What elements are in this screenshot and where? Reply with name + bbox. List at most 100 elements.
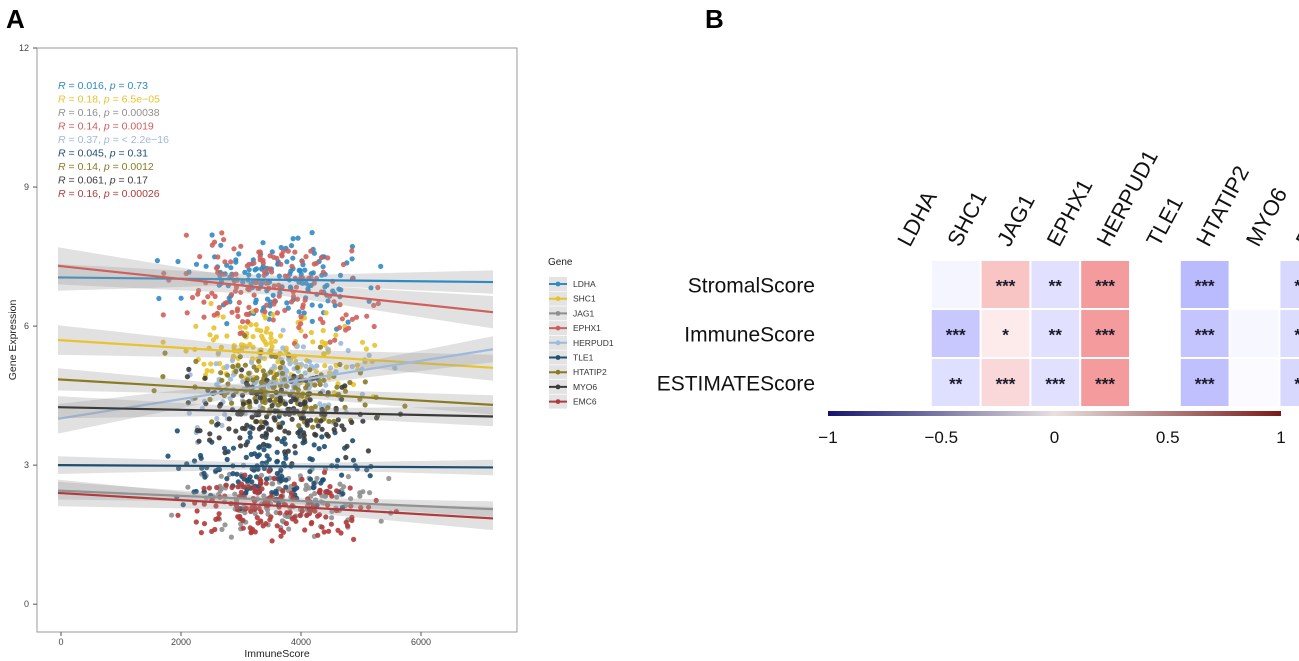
scatter-point [215, 269, 221, 276]
scatter-point [288, 398, 294, 405]
scatter-point [282, 273, 288, 279]
scatter-point [264, 302, 270, 308]
scatter-point [273, 491, 279, 497]
scatter-point [276, 293, 282, 299]
scatter-point [325, 405, 331, 411]
column-label: JAG1 [992, 190, 1040, 250]
scatter-point [201, 314, 207, 320]
significance-stars: *** [1294, 326, 1299, 345]
scatter-point [233, 368, 239, 375]
scatter-point [318, 255, 324, 261]
scatter-point [349, 256, 355, 262]
scatter-point [301, 430, 307, 436]
p-value: 6.5e−05 [122, 94, 160, 106]
scatter-point [268, 427, 274, 433]
correlation-annotations: R = 0.016, p = 0.73 R = 0.18, p = 6.5e−05… [58, 80, 169, 200]
scatter-point [386, 475, 392, 482]
legend-title: Gene [548, 257, 573, 268]
p-value: 0.0012 [122, 161, 154, 173]
heatmap-cell [1031, 261, 1080, 308]
scatter-point [271, 363, 277, 369]
scatter-point [353, 314, 360, 320]
colorbar-tick-label: 1 [1276, 428, 1285, 447]
scatter-point [239, 392, 246, 398]
scatter-point [201, 485, 207, 491]
scatter-point [237, 513, 243, 520]
scatter-point [239, 367, 245, 373]
scatter-point [343, 327, 349, 333]
scatter-point [286, 430, 292, 436]
legend-label: HTATIP2 [573, 367, 607, 377]
heatmap-cell [931, 261, 980, 308]
scatter-point [269, 269, 275, 275]
scatter-point [198, 530, 204, 536]
scatter-point [349, 419, 355, 425]
scatter-point [286, 526, 292, 532]
scatter-point [224, 363, 230, 369]
regression-line [57, 464, 494, 469]
scatter-point [236, 251, 242, 257]
scatter-point [327, 365, 334, 371]
scatter-point [201, 470, 207, 476]
scatter-point [364, 467, 370, 473]
scatter-point [216, 435, 222, 441]
regression-line [57, 276, 494, 284]
scatter-point [297, 401, 303, 408]
scatter-point [213, 503, 219, 509]
scatter-point [349, 316, 355, 322]
scatter-point [261, 356, 267, 362]
heatmap-cell [1081, 310, 1129, 357]
scatter-point [252, 510, 258, 517]
scatter-point [366, 352, 372, 358]
heatmap-cell [1280, 310, 1299, 357]
scatter-point [274, 436, 280, 442]
scatter-point [291, 481, 297, 487]
scatter-point [229, 273, 235, 279]
heatmap-cell [1180, 261, 1229, 308]
y-tick-label: 0 [24, 599, 29, 609]
significance-stars: *** [1195, 326, 1215, 345]
significance-stars: ** [949, 375, 963, 394]
heatmap-cell [1031, 359, 1080, 406]
scatter-point [231, 246, 237, 252]
scatter-point [248, 530, 254, 536]
scatter-point [263, 460, 269, 466]
scatter-point [315, 423, 321, 429]
scatter-point [276, 282, 282, 288]
scatter-point [261, 447, 267, 453]
scatter-point [320, 327, 326, 334]
scatter-point [298, 314, 304, 320]
legend-key-point [555, 325, 561, 331]
scatter-point [345, 474, 351, 480]
scatter-point [262, 399, 268, 406]
x-tick-label: 0 [58, 637, 63, 647]
scatter-point [306, 485, 312, 491]
scatter-point [193, 358, 199, 364]
scatter-point [241, 484, 247, 490]
scatter-point [245, 319, 251, 325]
correlation-text: R = 0.16, p = 0.00038 [58, 107, 160, 119]
legend-key-point [555, 296, 561, 302]
panel-label-a: A [6, 4, 25, 34]
scatter-point [280, 345, 286, 351]
scatter-point [268, 335, 274, 341]
scatter-point [325, 255, 331, 261]
scatter-point [262, 309, 268, 315]
scatter-point [271, 475, 277, 481]
y-axis-label: Gene Expression [7, 300, 19, 381]
regression-line [57, 489, 494, 511]
scatter-point [267, 253, 273, 259]
scatter-point [196, 287, 202, 294]
scatter-point [259, 333, 265, 339]
scatter-point [311, 280, 317, 286]
scatter-point [258, 509, 264, 515]
scatter-point [244, 263, 250, 269]
scatter-point [299, 476, 305, 482]
scatter-point [220, 271, 226, 277]
scatter-point [288, 268, 294, 274]
scatter-point [156, 295, 162, 302]
scatter-point [246, 304, 252, 310]
scatter-point [210, 337, 216, 343]
scatter-point [230, 353, 237, 359]
scatter-point [272, 338, 278, 344]
